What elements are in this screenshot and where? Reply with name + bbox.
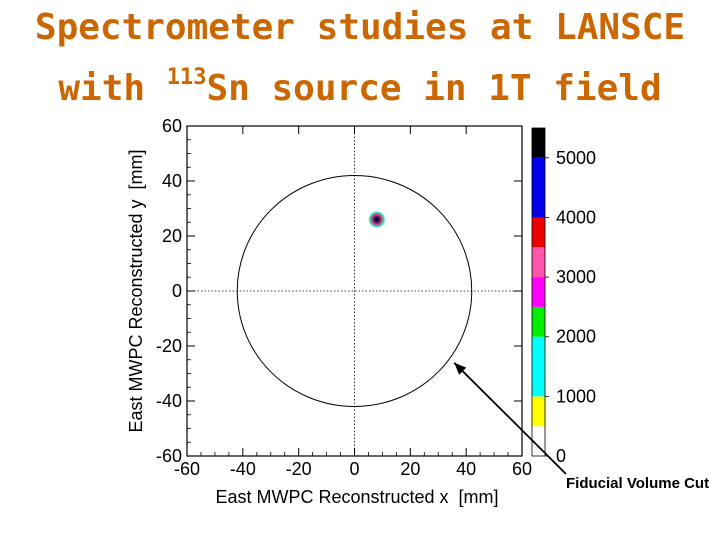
x-tick-label: 0 [349,459,359,479]
slide-title-line-2: with 113Sn source in 1T field [0,56,720,111]
x-tick-label: 20 [400,459,420,479]
colorbar-segment [532,217,545,248]
x-tick-label: 60 [512,459,532,479]
colorbar-segment [532,157,545,218]
annotation-arrow-line [453,362,567,475]
title-suffix: Sn source in 1T field [206,68,662,109]
colorbar-tick-label: 4000 [556,207,596,227]
x-tick-label: -40 [230,459,256,479]
y-tick-label: 0 [172,281,182,301]
colorbar-tick-label: 1000 [556,386,596,406]
y-tick-label: 40 [162,171,182,191]
colorbar-segment [532,396,545,427]
colorbar-tick-label: 5000 [556,148,596,168]
title-prefix: with [58,68,167,109]
colorbar-segment [532,247,545,278]
title-isotope-mass: 113 [166,65,207,90]
colorbar-segment [532,426,545,456]
x-tick-label: 40 [456,459,476,479]
fiducial-circle [236,175,473,407]
x-axis-title: East MWPC Reconstructed x [mm] [215,487,498,507]
colorbar-segment [532,128,545,158]
y-tick-label: 60 [162,116,182,136]
colorbar-segment [532,336,545,397]
x-tick-label: -20 [286,459,312,479]
slide-title-line-1: Spectrometer studies at LANSCE [34,7,686,48]
annotation-arrow-head [454,362,467,375]
colorbar-tick-label: 2000 [556,327,596,347]
fiducial-volume-cut-label: Fiducial Volume Cut [566,475,710,492]
y-tick-label: -60 [156,446,182,466]
colorbar-segment [532,277,545,307]
colorbar-frame [531,127,546,457]
x-tick-label: -60 [174,459,200,479]
y-tick-label: -40 [156,391,182,411]
colorbar-tick-label: 3000 [556,267,596,287]
source-spot [367,210,386,229]
colorbar-segment [532,306,545,337]
y-axis-title: East MWPC Reconstructed y [mm] [126,149,146,432]
colorbar-tick-label: 0 [556,446,566,466]
y-tick-label: 20 [162,226,182,246]
y-tick-label: -20 [156,336,182,356]
